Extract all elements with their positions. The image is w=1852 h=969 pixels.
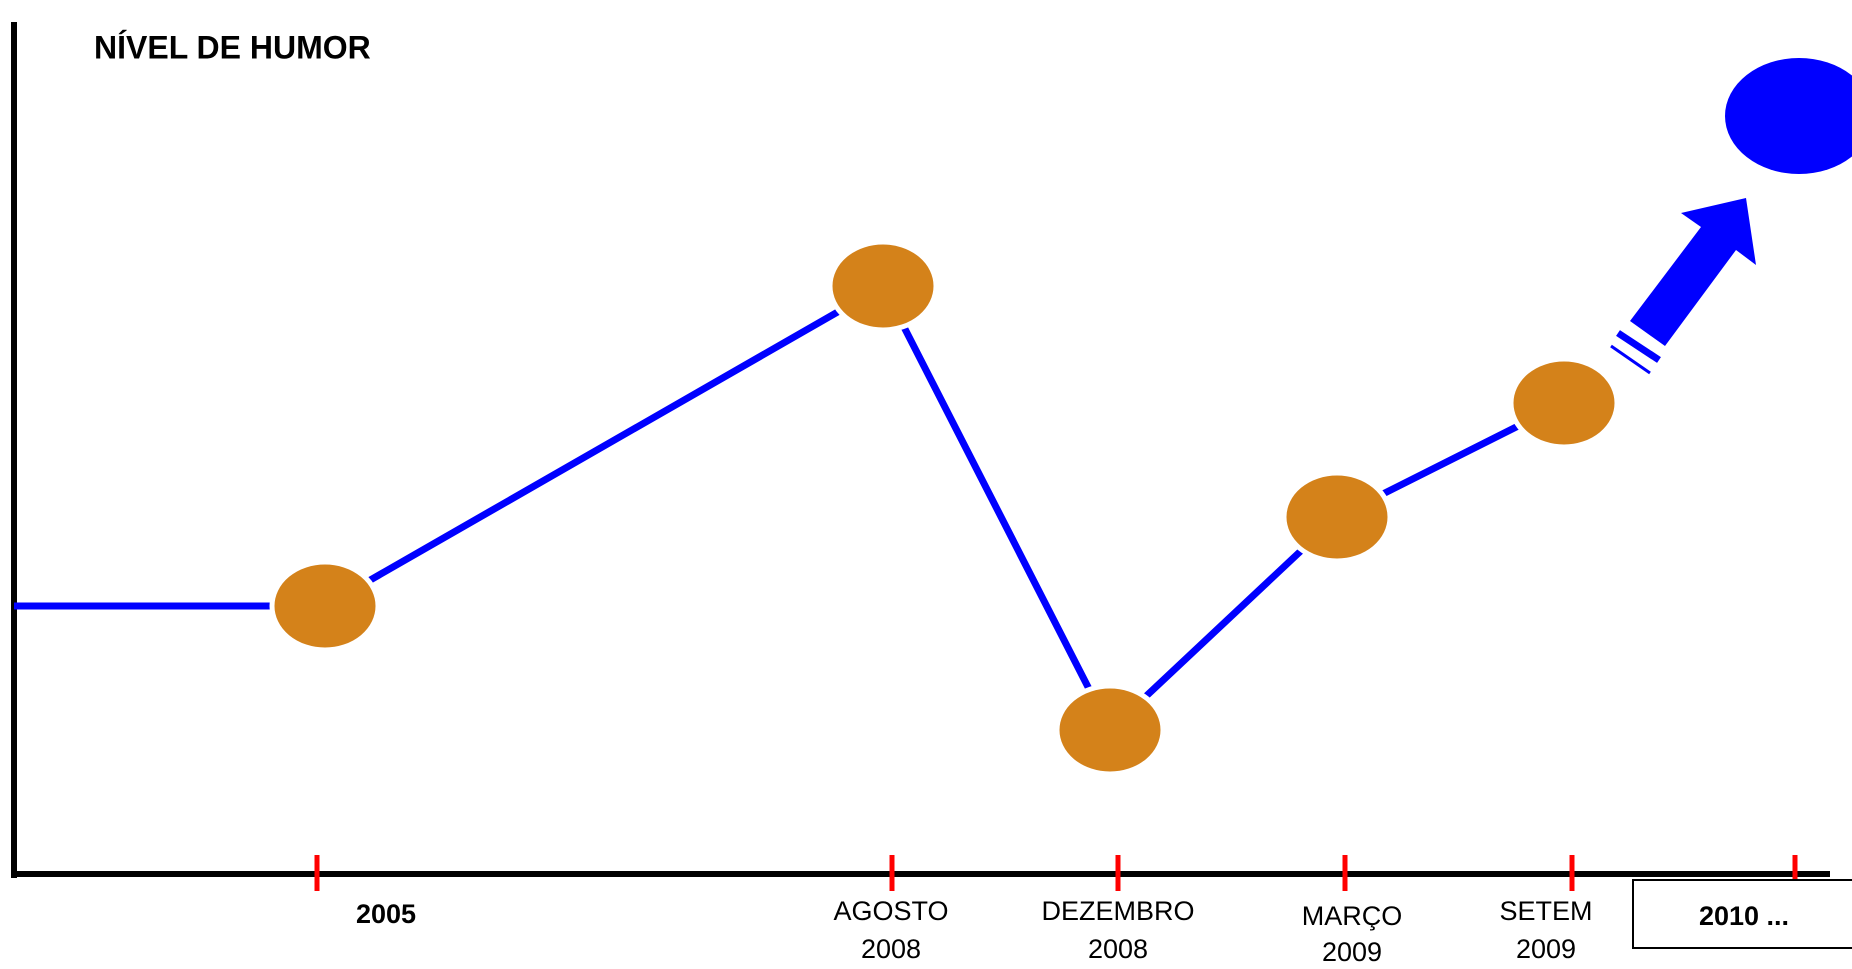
point	[1054, 683, 1166, 777]
time-label: DEZEMBRO	[1041, 896, 1194, 926]
up-arrow	[1630, 198, 1756, 346]
future-point	[1725, 58, 1852, 174]
title: NÍVEL DE HUMOR	[94, 29, 371, 65]
point	[1508, 356, 1620, 450]
time-label: 2009	[1322, 937, 1382, 967]
time-label: 2008	[861, 934, 921, 964]
point	[827, 239, 939, 333]
time-label: 2008	[1088, 934, 1148, 964]
arrow-stripe	[1616, 330, 1661, 363]
time-label: AGOSTO	[833, 896, 948, 926]
time-label: SETEM	[1499, 896, 1592, 926]
time-label: MARÇO	[1302, 901, 1403, 931]
future-label: 2010 ...	[1699, 901, 1789, 931]
future-box	[1632, 879, 1852, 949]
point	[269, 559, 381, 653]
time-label: 2009	[1516, 934, 1576, 964]
arrow-stripe	[1610, 344, 1651, 375]
timeline-ticks	[314, 855, 1798, 891]
point	[1281, 470, 1393, 564]
time-label: 2005	[356, 899, 416, 929]
mood-points	[269, 239, 1620, 777]
